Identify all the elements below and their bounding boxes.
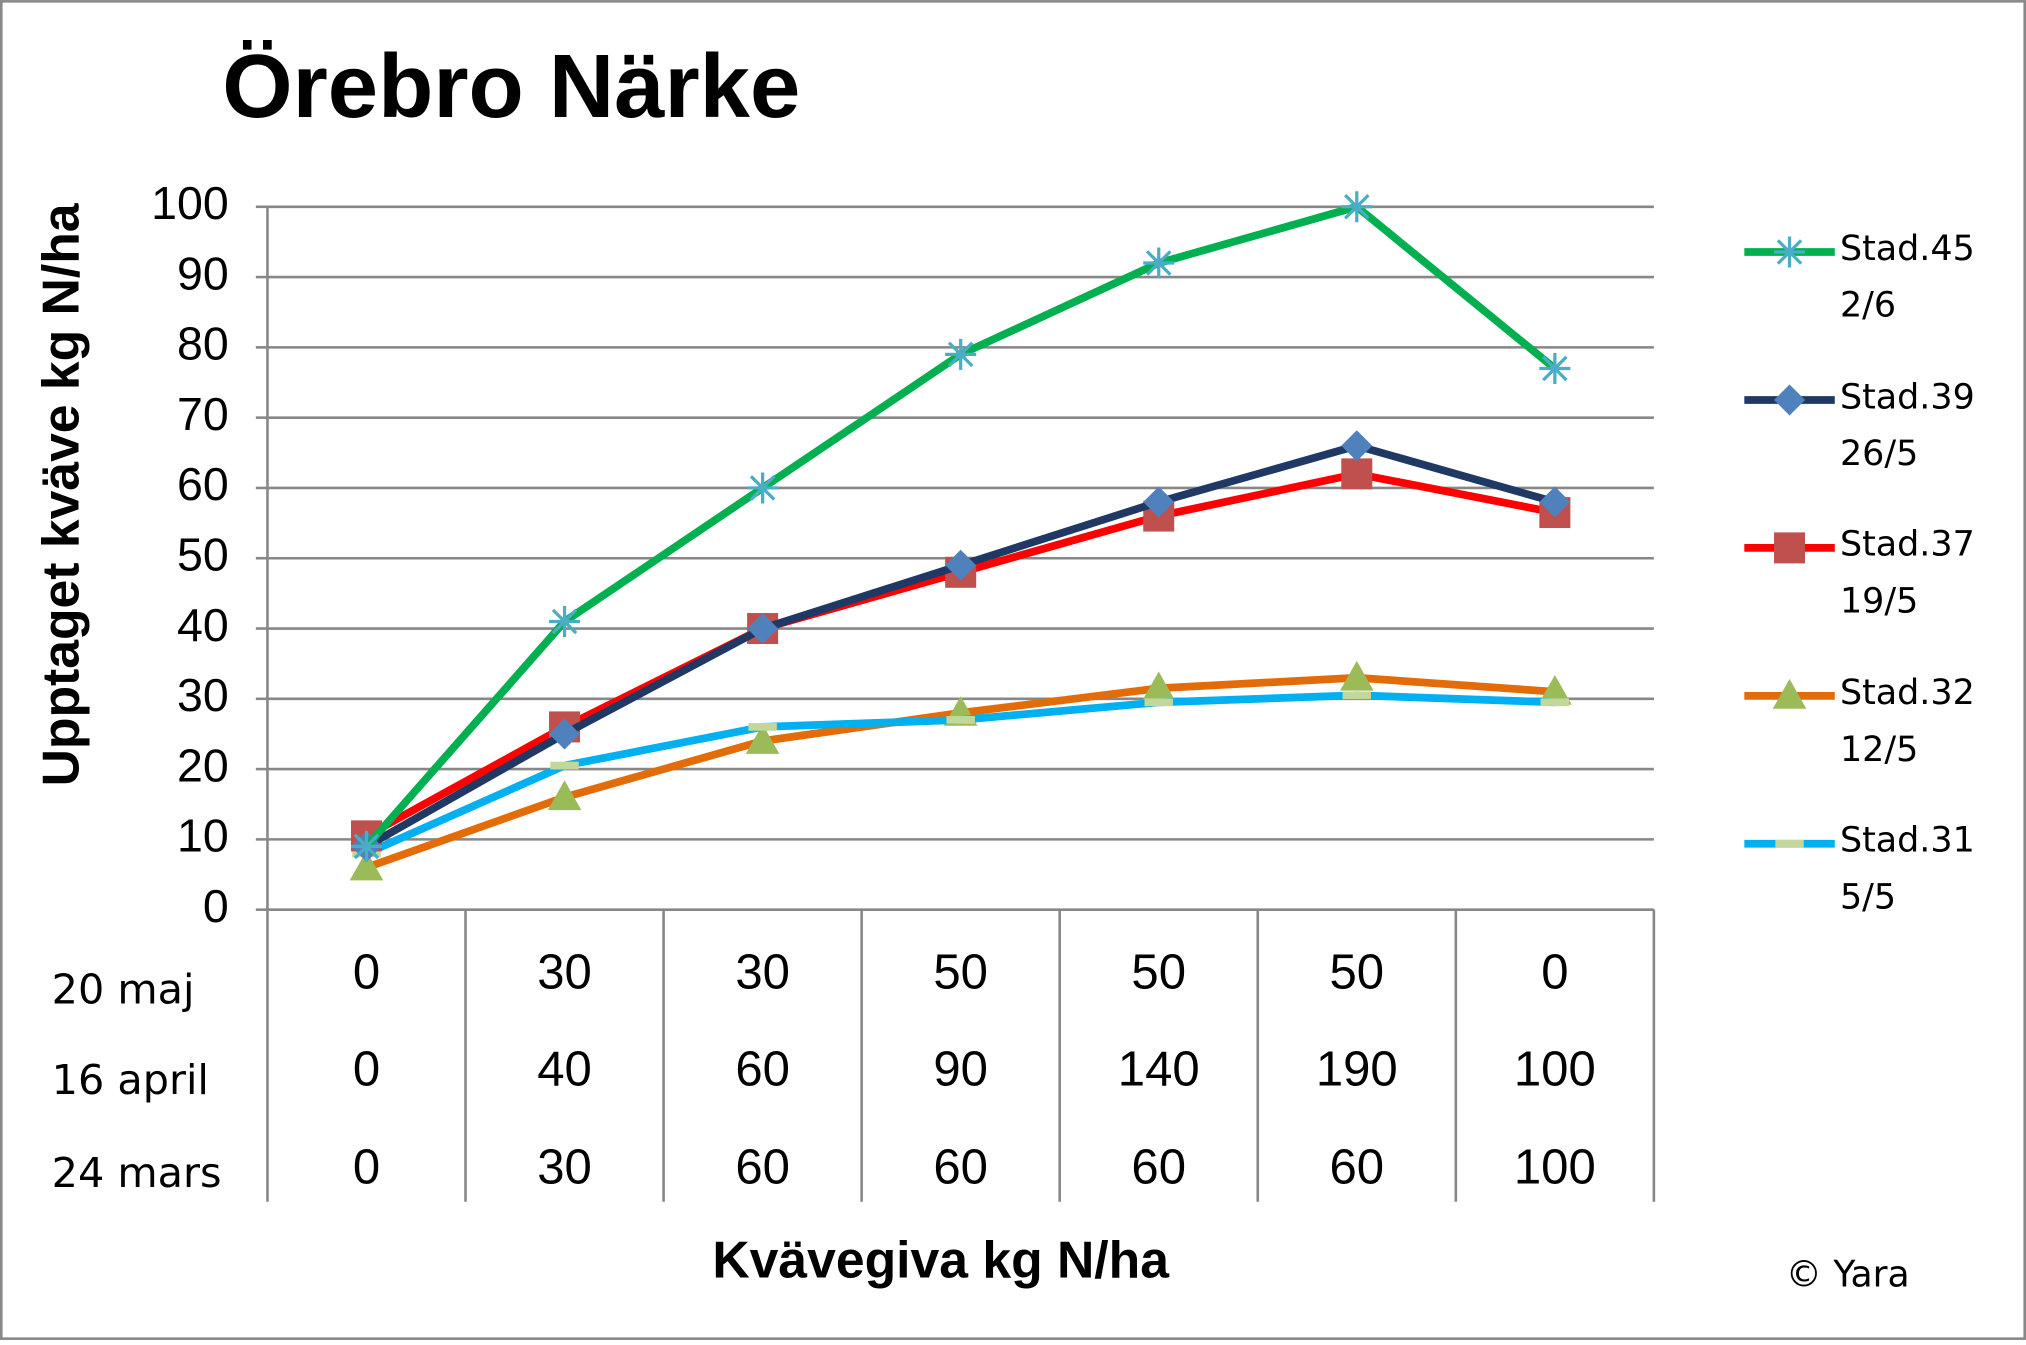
- y-tick-label: 90: [177, 247, 229, 299]
- marker: [1539, 352, 1571, 384]
- marker: [549, 718, 581, 750]
- marker: [946, 716, 975, 724]
- x-tick-label: 50: [1131, 946, 1186, 1000]
- legend-item: Stad.32 12/5: [1839, 672, 1975, 770]
- marker: [550, 761, 579, 770]
- marker: [748, 723, 777, 731]
- marker: [350, 830, 382, 862]
- marker: [549, 605, 581, 637]
- x-tick-label: 40: [537, 1042, 592, 1096]
- marker: [1144, 698, 1173, 707]
- series: [349, 660, 1572, 881]
- category-level-name: 16 april: [52, 1056, 209, 1104]
- x-tick-label: 0: [353, 946, 380, 1000]
- legend-label: Stad.37 19/5: [1839, 524, 1975, 622]
- x-tick-label: 50: [933, 946, 988, 1000]
- legend-item: Stad.39 26/5: [1839, 376, 1975, 474]
- y-tick-label: 50: [177, 529, 229, 581]
- chart-title: Örebro Närke: [222, 36, 800, 137]
- marker: [547, 780, 582, 811]
- y-tick-label: 20: [177, 739, 229, 791]
- legend-marker: [1772, 679, 1807, 709]
- marker: [945, 338, 977, 370]
- legend-label: Stad.32 12/5: [1839, 672, 1975, 770]
- x-tick-label: 0: [353, 1141, 380, 1195]
- legend-item: Stad.31 5/5: [1839, 820, 1975, 918]
- y-tick-label: 70: [177, 388, 229, 440]
- marker: [945, 549, 977, 581]
- legend-label: Stad.39 26/5: [1839, 376, 1975, 474]
- marker: [747, 472, 779, 504]
- marker: [745, 724, 780, 754]
- y-tick-label: 10: [177, 810, 229, 862]
- legend-marker: [1774, 532, 1806, 564]
- marker: [1341, 430, 1373, 462]
- x-tick-label: 100: [1514, 1042, 1596, 1096]
- legend-label: Stad.31 5/5: [1839, 820, 1975, 918]
- marker: [1141, 671, 1176, 702]
- credit: © Yara: [1786, 1253, 1910, 1296]
- marker: [1342, 691, 1372, 700]
- y-tick-label: 60: [177, 458, 229, 510]
- series: [350, 430, 1571, 862]
- marker: [1538, 674, 1572, 705]
- x-tick-label: 100: [1514, 1141, 1596, 1195]
- x-tick-label: 50: [1329, 946, 1384, 1000]
- x-tick-label: 60: [735, 1042, 790, 1096]
- x-tick-label: 60: [1329, 1141, 1384, 1195]
- legend-marker: [1774, 236, 1806, 268]
- category-level-name: 24 mars: [52, 1149, 222, 1197]
- y-tick-label: 40: [177, 599, 229, 651]
- y-tick-label: 100: [151, 177, 229, 229]
- legend-item: Stad.45 2/6: [1839, 228, 1975, 326]
- marker: [1540, 698, 1570, 707]
- x-axis-title: Kvävegiva kg N/ha: [712, 1230, 1170, 1288]
- y-axis-title: Upptaget kväve kg N/ha: [31, 202, 89, 786]
- marker: [1539, 486, 1571, 518]
- legend-item: Stad.37 19/5: [1839, 524, 1975, 622]
- y-tick-label: 30: [177, 669, 229, 721]
- series: [350, 191, 1571, 862]
- x-tick-label: 30: [537, 946, 592, 1000]
- x-tick-label: 0: [353, 1042, 380, 1096]
- y-tick-label: 0: [203, 880, 229, 932]
- x-tick-label: 90: [933, 1042, 988, 1096]
- marker: [1339, 660, 1374, 691]
- y-tick-label: 80: [177, 318, 229, 370]
- marker: [1341, 458, 1373, 490]
- category-level-name: 20 maj: [52, 965, 195, 1013]
- legend-marker: [1775, 839, 1804, 848]
- marker: [1341, 191, 1373, 223]
- legend-marker: [1774, 384, 1806, 416]
- marker: [1143, 486, 1175, 518]
- x-tick-label: 30: [735, 946, 790, 1000]
- x-tick-label: 60: [1131, 1141, 1186, 1195]
- x-tick-label: 0: [1541, 946, 1568, 1000]
- x-tick-label: 140: [1118, 1042, 1200, 1096]
- marker: [349, 850, 384, 881]
- x-tick-label: 190: [1316, 1042, 1398, 1096]
- x-tick-label: 30: [537, 1141, 592, 1195]
- marker: [747, 613, 779, 645]
- x-tick-label: 60: [735, 1141, 790, 1195]
- marker: [1143, 247, 1175, 279]
- x-tick-label: 60: [933, 1141, 988, 1195]
- legend-label: Stad.45 2/6: [1839, 228, 1975, 326]
